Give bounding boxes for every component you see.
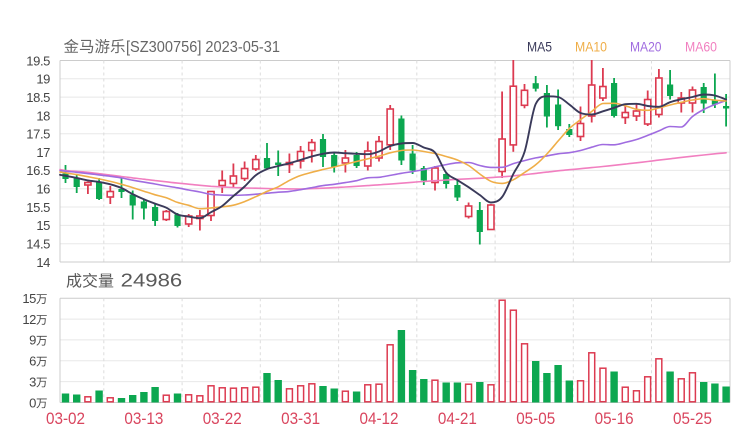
- svg-text:03-31: 03-31: [281, 409, 320, 428]
- svg-text:04-21: 04-21: [438, 409, 477, 428]
- svg-text:15: 15: [36, 218, 50, 233]
- svg-text:6: 6: [29, 354, 36, 369]
- svg-text:MA20: MA20: [630, 39, 662, 55]
- svg-text:MA10: MA10: [575, 39, 607, 55]
- svg-text:9: 9: [29, 333, 36, 348]
- svg-text:03-13: 03-13: [124, 409, 163, 428]
- svg-text:15.5: 15.5: [26, 200, 50, 215]
- svg-text:05-05: 05-05: [516, 409, 555, 428]
- svg-text:05-16: 05-16: [595, 409, 634, 428]
- svg-text:14.5: 14.5: [26, 237, 50, 252]
- svg-text:19.5: 19.5: [26, 53, 50, 68]
- svg-text:12: 12: [22, 312, 36, 327]
- svg-text:16.5: 16.5: [26, 163, 50, 178]
- svg-text:24986: 24986: [121, 271, 183, 291]
- svg-text:17.5: 17.5: [26, 127, 50, 142]
- svg-text:03-02: 03-02: [46, 409, 85, 428]
- svg-text:19: 19: [36, 72, 50, 87]
- svg-text:MA60: MA60: [685, 39, 717, 55]
- svg-text:3: 3: [29, 374, 36, 389]
- svg-text:MA5: MA5: [527, 39, 552, 55]
- svg-text:17: 17: [36, 145, 50, 160]
- svg-text:04-12: 04-12: [360, 409, 399, 428]
- svg-text:03-22: 03-22: [203, 409, 242, 428]
- svg-text:[SZ300756] 2023-05-31: [SZ300756] 2023-05-31: [126, 39, 280, 56]
- svg-text:16: 16: [36, 182, 50, 197]
- svg-text:15: 15: [22, 291, 36, 306]
- svg-text:05-25: 05-25: [673, 409, 712, 428]
- svg-text:18.5: 18.5: [26, 90, 50, 105]
- svg-text:0: 0: [29, 395, 36, 410]
- svg-text:14: 14: [36, 255, 50, 270]
- svg-text:18: 18: [36, 108, 50, 123]
